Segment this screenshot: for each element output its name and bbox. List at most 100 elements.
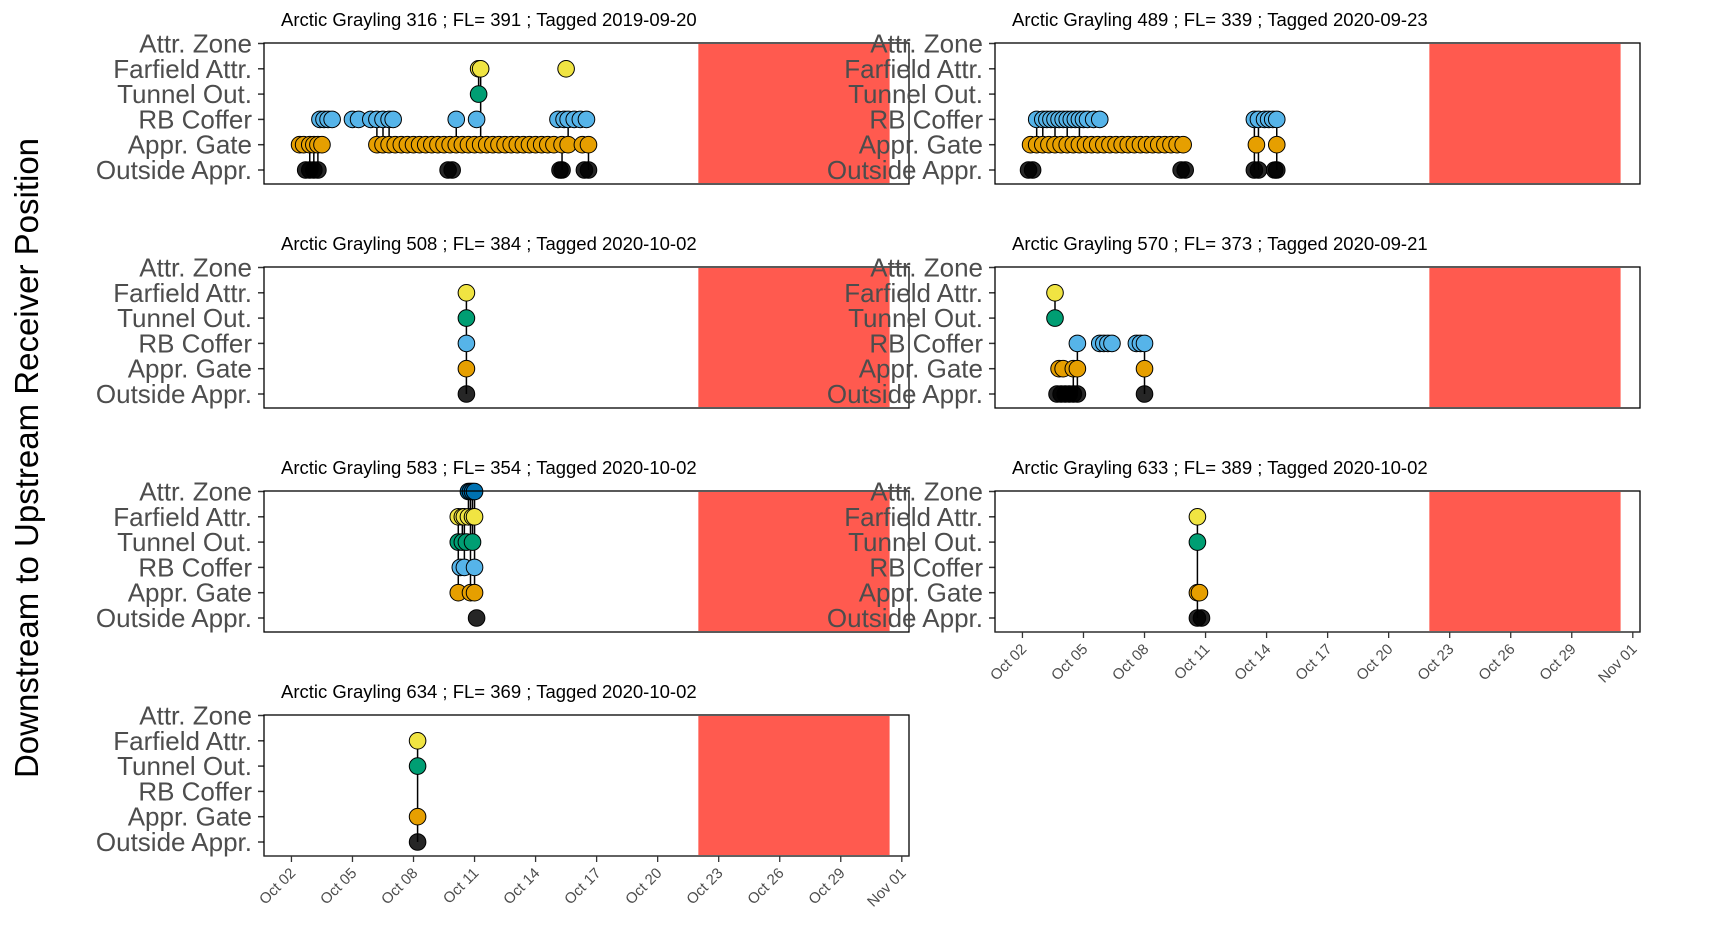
y-tick-label: Attr. Zone bbox=[139, 29, 252, 59]
x-tick-label: Oct 08 bbox=[1109, 641, 1152, 684]
data-point-rb-coffer bbox=[1103, 334, 1121, 353]
x-tick-label: Oct 29 bbox=[1536, 641, 1579, 684]
x-tick-label: Oct 11 bbox=[440, 865, 482, 907]
y-tick-label: Tunnel Out. bbox=[848, 527, 983, 557]
data-point-outside-appr bbox=[1068, 385, 1087, 403]
panel-title: Arctic Grayling 634 ; FL= 369 ; Tagged 2… bbox=[281, 681, 697, 702]
data-point-tunnel-out bbox=[1188, 533, 1207, 551]
x-tick-label: Oct 08 bbox=[378, 865, 421, 908]
panel-4: Arctic Grayling 570 ; FL= 373 ; Tagged 2… bbox=[827, 233, 1641, 409]
y-tick-label: Appr. Gate bbox=[128, 130, 252, 160]
x-tick-label: Oct 29 bbox=[805, 865, 848, 908]
y-tick-label: Farfield Attr. bbox=[844, 54, 983, 84]
panel-6: Arctic Grayling 633 ; FL= 389 ; Tagged 2… bbox=[827, 457, 1641, 686]
data-point-rb-coffer bbox=[447, 110, 466, 129]
data-point-rb-coffer bbox=[457, 334, 476, 353]
panel-title: Arctic Grayling 570 ; FL= 373 ; Tagged 2… bbox=[1012, 233, 1428, 254]
data-point-appr-gate bbox=[1135, 359, 1154, 378]
y-tick-label: Tunnel Out. bbox=[848, 303, 983, 333]
y-tick-label: Outside Appr. bbox=[96, 827, 252, 857]
y-tick-label: Appr. Gate bbox=[128, 354, 252, 384]
y-tick-label: RB Coffer bbox=[869, 104, 983, 134]
panel-border bbox=[263, 266, 910, 409]
data-point-outside-appr bbox=[1267, 161, 1286, 179]
shaded-period bbox=[1429, 44, 1621, 183]
y-tick-label: RB Coffer bbox=[869, 328, 983, 358]
shaded-period bbox=[698, 268, 890, 407]
y-tick-label: Outside Appr. bbox=[827, 603, 983, 633]
panel-1: Arctic Grayling 316 ; FL= 391 ; Tagged 2… bbox=[96, 9, 910, 185]
data-point-tunnel-out bbox=[457, 309, 476, 327]
y-tick-label: Farfield Attr. bbox=[113, 54, 252, 84]
data-point-rb-coffer bbox=[1068, 334, 1087, 353]
y-tick-label: RB Coffer bbox=[138, 552, 252, 582]
panel-border bbox=[994, 42, 1641, 185]
data-point-outside-appr bbox=[467, 609, 486, 627]
x-tick-label: Oct 05 bbox=[317, 865, 360, 908]
data-point-outside-appr bbox=[1176, 161, 1195, 179]
data-point-appr-gate bbox=[579, 135, 598, 154]
x-tick-label: Oct 20 bbox=[622, 865, 665, 908]
x-tick-label: Oct 20 bbox=[1353, 641, 1396, 684]
x-tick-label: Nov 01 bbox=[864, 865, 910, 911]
data-point-outside-appr bbox=[443, 161, 461, 179]
panel-border bbox=[263, 490, 910, 633]
data-point-appr-gate bbox=[313, 135, 331, 154]
x-tick-label: Oct 23 bbox=[1414, 641, 1457, 684]
y-tick-label: Tunnel Out. bbox=[117, 79, 252, 109]
y-tick-label: Farfield Attr. bbox=[113, 502, 252, 532]
y-tick-label: Appr. Gate bbox=[859, 354, 983, 384]
y-tick-label: Tunnel Out. bbox=[117, 527, 252, 557]
data-point-rb-coffer bbox=[467, 110, 486, 129]
data-point-rb-coffer bbox=[323, 110, 341, 129]
y-tick-label: Appr. Gate bbox=[859, 130, 983, 160]
panel-title: Arctic Grayling 508 ; FL= 384 ; Tagged 2… bbox=[281, 233, 697, 254]
data-point-tunnel-out bbox=[408, 757, 427, 775]
panel-title: Arctic Grayling 583 ; FL= 354 ; Tagged 2… bbox=[281, 457, 697, 478]
x-tick-label: Oct 11 bbox=[1171, 641, 1213, 683]
data-point-rb-coffer bbox=[1267, 110, 1286, 129]
y-tick-label: RB Coffer bbox=[138, 328, 252, 358]
data-point-farfield-attr bbox=[471, 60, 490, 78]
y-tick-label: Attr. Zone bbox=[139, 701, 252, 731]
panels: Arctic Grayling 316 ; FL= 391 ; Tagged 2… bbox=[96, 9, 1641, 910]
x-tick-label: Oct 26 bbox=[1475, 641, 1518, 684]
y-tick-label: Tunnel Out. bbox=[117, 303, 252, 333]
data-point-rb-coffer bbox=[465, 558, 484, 577]
y-tick-label: Appr. Gate bbox=[859, 578, 983, 608]
y-tick-label: Farfield Attr. bbox=[844, 278, 983, 308]
panel-title: Arctic Grayling 489 ; FL= 339 ; Tagged 2… bbox=[1012, 9, 1428, 30]
x-tick-label: Oct 26 bbox=[744, 865, 787, 908]
y-tick-label: Attr. Zone bbox=[139, 253, 252, 283]
y-tick-label: Tunnel Out. bbox=[117, 751, 252, 781]
data-point-appr-gate bbox=[1190, 583, 1209, 602]
shaded-period bbox=[698, 44, 890, 183]
panel-border bbox=[263, 42, 910, 185]
x-tick-label: Oct 05 bbox=[1048, 641, 1091, 684]
data-point-appr-gate bbox=[1247, 135, 1266, 154]
data-point-farfield-attr bbox=[1188, 508, 1207, 526]
data-point-farfield-attr bbox=[408, 732, 427, 750]
data-point-outside-appr bbox=[1192, 609, 1211, 627]
y-tick-label: RB Coffer bbox=[138, 104, 252, 134]
y-axis-title: Downstream to Upstream Receiver Position bbox=[8, 138, 45, 778]
data-point-outside-appr bbox=[408, 833, 427, 851]
data-point-appr-gate bbox=[1174, 135, 1192, 154]
data-point-outside-appr bbox=[1135, 385, 1154, 403]
x-tick-label: Oct 14 bbox=[1231, 641, 1274, 684]
data-point-appr-gate bbox=[1267, 135, 1286, 154]
y-tick-label: Attr. Zone bbox=[870, 253, 983, 283]
y-tick-label: Attr. Zone bbox=[139, 477, 252, 507]
data-point-appr-gate bbox=[408, 807, 427, 826]
x-tick-label: Oct 17 bbox=[1292, 641, 1335, 684]
x-tick-label: Oct 17 bbox=[561, 865, 604, 908]
y-tick-label: Outside Appr. bbox=[827, 379, 983, 409]
data-point-appr-gate bbox=[465, 583, 484, 602]
data-point-farfield-attr bbox=[457, 284, 476, 302]
data-point-farfield-attr bbox=[465, 508, 484, 526]
y-tick-label: Attr. Zone bbox=[870, 29, 983, 59]
data-point-tunnel-out bbox=[1046, 309, 1064, 327]
y-tick-label: Outside Appr. bbox=[827, 155, 983, 185]
shaded-period bbox=[698, 492, 890, 631]
